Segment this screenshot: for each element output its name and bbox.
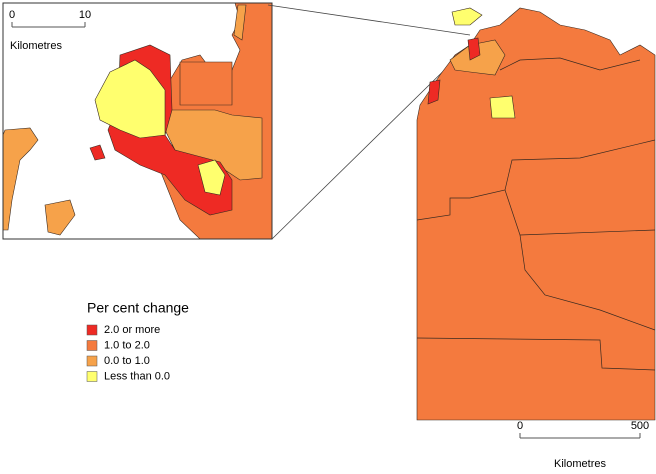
region bbox=[467, 37, 481, 61]
region bbox=[451, 7, 483, 26]
legend-label: 0.0 to 1.0 bbox=[104, 355, 150, 367]
inset-map: Kilometres bbox=[2, 2, 273, 240]
region bbox=[233, 4, 247, 41]
region bbox=[416, 7, 656, 421]
legend-title: Per cent change bbox=[87, 300, 189, 316]
inset-frame bbox=[2, 2, 273, 240]
region bbox=[179, 61, 233, 106]
legend: 2.0 or more 1.0 to 2.0 0.0 to 1.0 Less than… bbox=[86, 324, 170, 382]
legend-label: 2.0 or more bbox=[104, 324, 160, 336]
legend-label: 1.0 to 2.0 bbox=[104, 339, 150, 351]
region bbox=[197, 159, 226, 196]
region bbox=[427, 79, 441, 105]
leader-line bbox=[267, 4, 471, 36]
legend-swatch bbox=[86, 371, 98, 382]
region bbox=[44, 199, 76, 236]
main-map bbox=[416, 7, 656, 421]
scale-tick-label: 10 bbox=[79, 9, 91, 21]
legend-label: Less than 0.0 bbox=[104, 370, 170, 382]
legend-swatch bbox=[86, 340, 98, 351]
inset-scale-unit: Kilometres bbox=[10, 40, 62, 52]
region bbox=[164, 109, 263, 181]
region bbox=[489, 95, 516, 119]
main-scale-unit: Kilometres bbox=[554, 458, 606, 469]
leader-line bbox=[271, 44, 471, 240]
region bbox=[94, 59, 166, 139]
scale-tick-label: 0 bbox=[517, 420, 523, 432]
region bbox=[89, 144, 106, 161]
legend-swatch bbox=[86, 355, 98, 367]
legend-swatch bbox=[86, 324, 98, 336]
scale-tick-label: 0 bbox=[9, 9, 15, 21]
scale-tick-label: 500 bbox=[631, 420, 649, 432]
region bbox=[2, 127, 39, 231]
